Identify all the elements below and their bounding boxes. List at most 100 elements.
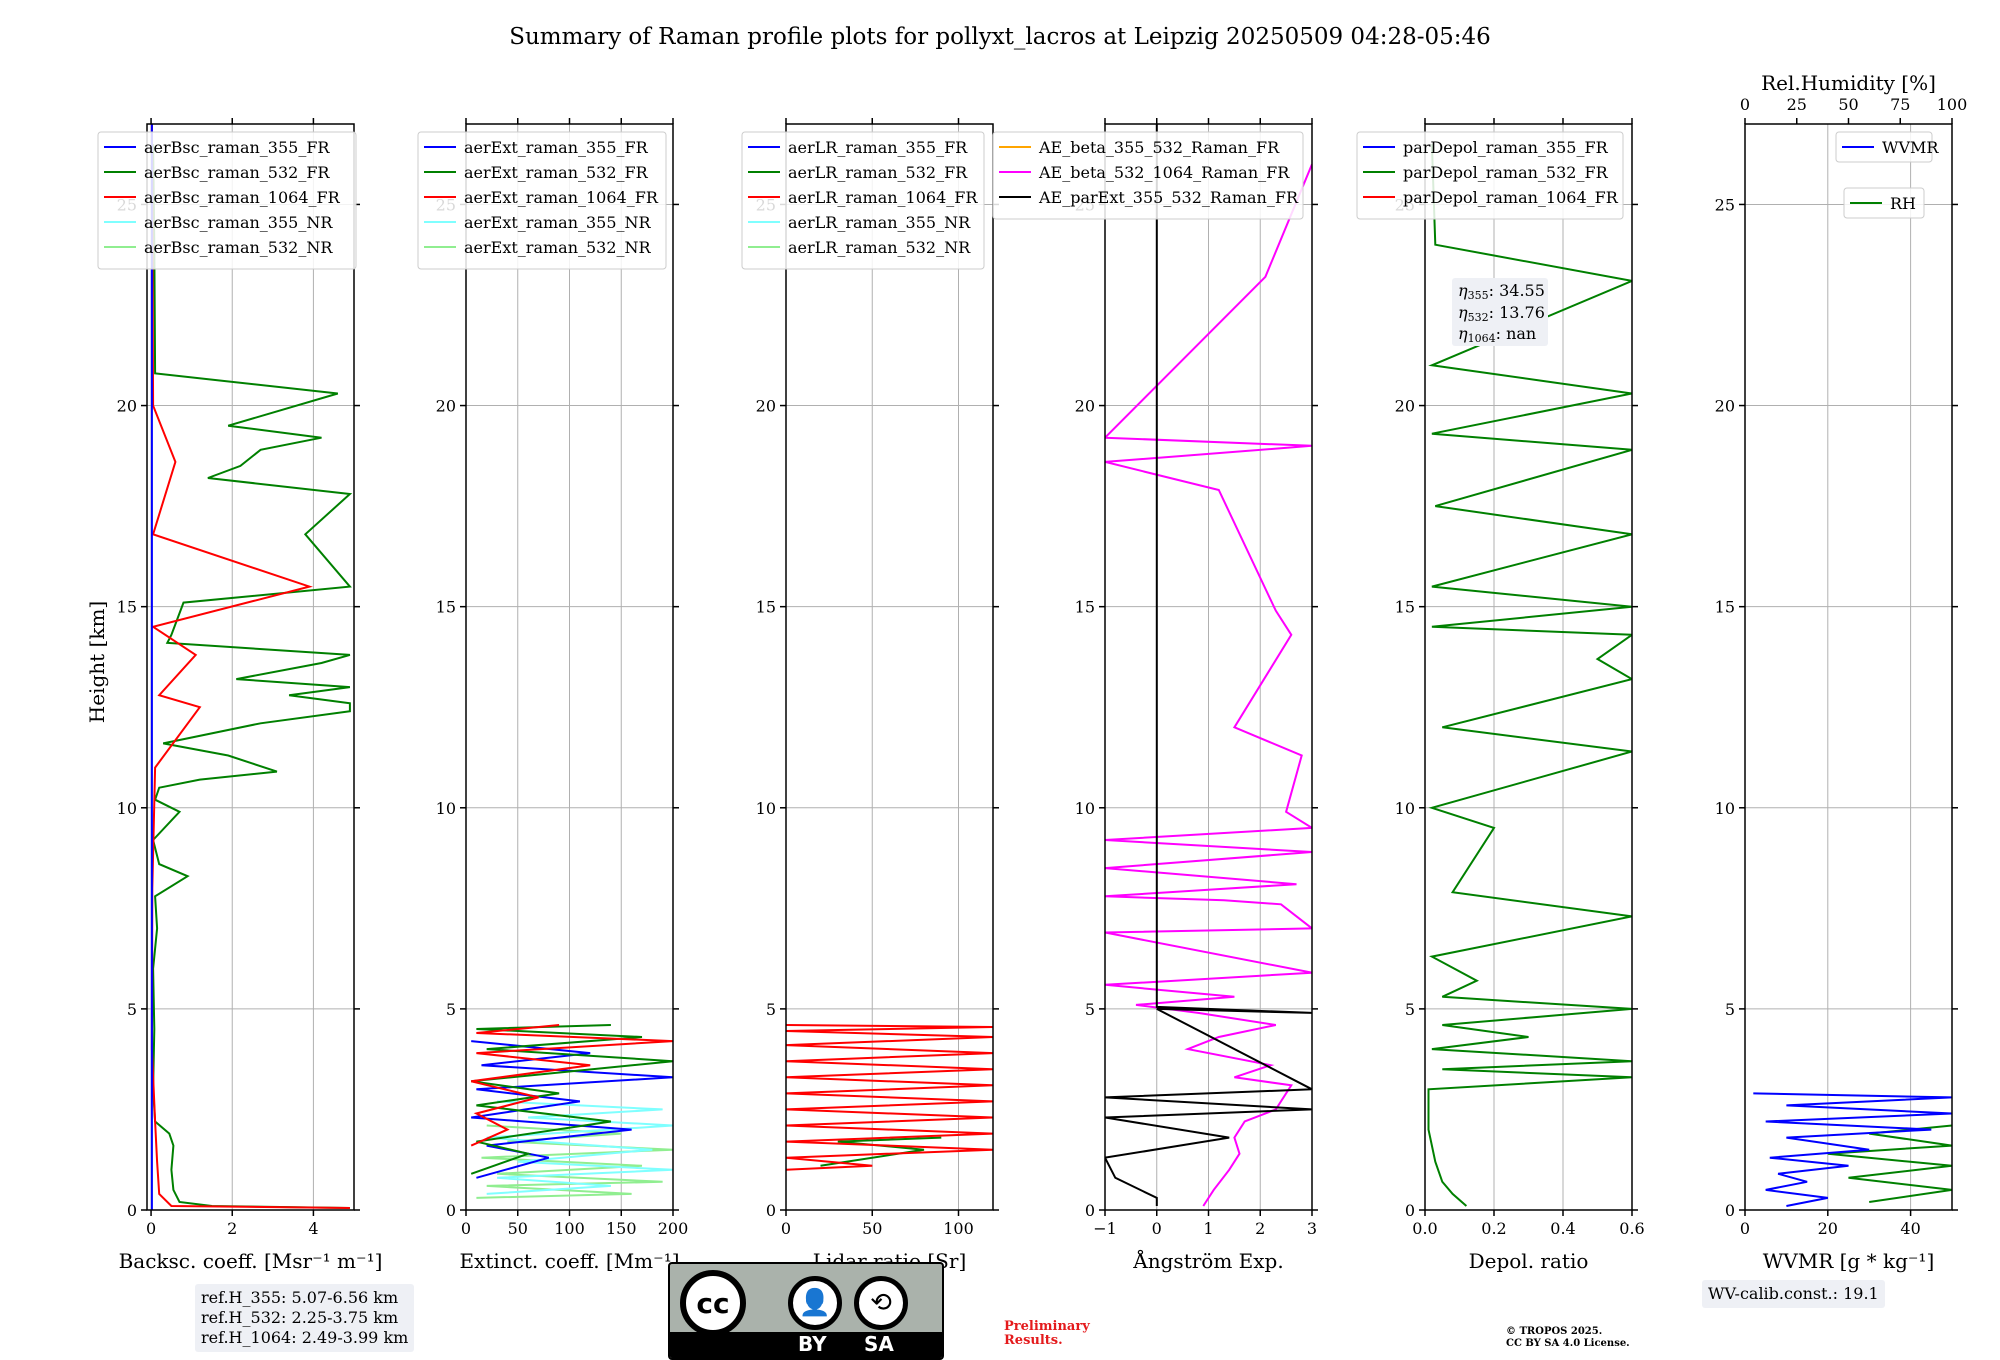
panel-ext: 0501001502000510152025Extinct. coeff. [M…	[417, 118, 689, 1273]
license-note: © TROPOS 2025. CC BY SA 4.0 License.	[1506, 1326, 1630, 1350]
y-tick-label: 0	[1405, 1201, 1415, 1220]
x-tick-label: 0.0	[1412, 1219, 1437, 1238]
panel-lr: 0501000510152025Lidar ratio [Sr]aerLR_ra…	[741, 118, 999, 1273]
panel-dep: 0.00.20.40.60510152025Depol. ratioparDep…	[1356, 118, 1645, 1273]
eta1064-text: η1064: nan	[1458, 324, 1536, 345]
axes-frame	[1424, 123, 1633, 1211]
x-axis-label: Extinct. coeff. [Mm⁻¹]	[459, 1249, 679, 1273]
preliminary-line1: Preliminary	[1004, 1319, 1090, 1334]
x-tick-label: 4	[308, 1219, 318, 1238]
legend-box	[97, 131, 357, 270]
cc-by-label: BY	[798, 1332, 827, 1356]
x-tick-label: 0.4	[1550, 1219, 1575, 1238]
x-tick-label: −1	[1093, 1219, 1117, 1238]
panel-ae: −101230510152025Ångström Exp.AE_beta_355…	[992, 118, 1318, 1273]
x-tick-label: 3	[1307, 1219, 1317, 1238]
figure-title: Summary of Raman profile plots for polly…	[509, 24, 1491, 50]
legend-label: AE_beta_355_532_Raman_FR	[1038, 138, 1280, 157]
y-tick-label: 15	[1075, 598, 1095, 617]
legend-label: aerLR_raman_532_NR	[788, 238, 971, 257]
x-tick-label: 1	[1203, 1219, 1213, 1238]
x-tick-label: 2	[227, 1219, 237, 1238]
legend-label: aerBsc_raman_1064_FR	[144, 188, 341, 207]
legend-label: aerLR_raman_355_FR	[788, 138, 968, 157]
legend-box	[1835, 131, 1933, 163]
legend-label: aerLR_raman_1064_FR	[788, 188, 978, 207]
x-axis-label: WVMR [g * kg⁻¹]	[1763, 1249, 1935, 1273]
y-tick-label: 15	[1715, 598, 1735, 617]
y-tick-label: 0	[446, 1201, 456, 1220]
legend-label: aerBsc_raman_355_FR	[144, 138, 330, 157]
legend-label: aerExt_raman_355_FR	[464, 138, 649, 157]
y-tick-label: 20	[1395, 397, 1415, 416]
y-tick-label: 5	[127, 1000, 137, 1019]
y-tick-label: 5	[1085, 1000, 1095, 1019]
cc-license-badge: cc 👤 ⟲ BY SA	[668, 1262, 944, 1360]
y-tick-label: 20	[756, 397, 776, 416]
license-line1: © TROPOS 2025.	[1506, 1326, 1603, 1337]
y-tick-label: 10	[1715, 799, 1735, 818]
cc-logo-icon: cc	[680, 1270, 746, 1336]
legend-box	[1843, 187, 1925, 219]
y-tick-label: 0	[1725, 1201, 1735, 1220]
series-group	[1753, 1092, 1952, 1207]
y-tick-label: 5	[1725, 1000, 1735, 1019]
x-axis-label: Ångström Exp.	[1132, 1248, 1283, 1273]
legend-label: parDepol_raman_1064_FR	[1403, 188, 1619, 207]
legend-label: aerLR_raman_355_NR	[788, 213, 971, 232]
series-group	[150, 124, 353, 1210]
x-tick-label: 2	[1255, 1219, 1265, 1238]
panel-bsc: 0240510152025Backsc. coeff. [Msr⁻¹ m⁻¹]a…	[97, 118, 383, 1273]
legend-label: AE_parExt_355_532_Raman_FR	[1038, 188, 1299, 207]
y-tick-label: 15	[756, 598, 776, 617]
legend-label: aerBsc_raman_532_NR	[144, 238, 333, 257]
legend-label: aerBsc_raman_355_NR	[144, 213, 333, 232]
y-tick-label: 20	[436, 397, 456, 416]
legend-box	[741, 131, 985, 270]
top-tick-label: 50	[1838, 95, 1858, 114]
top-tick-label: 75	[1890, 95, 1910, 114]
y-tick-label: 10	[1395, 799, 1415, 818]
y-tick-label: 5	[766, 1000, 776, 1019]
eta-box	[1452, 278, 1548, 346]
legend-box	[1356, 131, 1624, 220]
legend-label: aerExt_raman_532_FR	[464, 163, 649, 182]
x-tick-label: 150	[606, 1219, 637, 1238]
x-axis-label: Depol. ratio	[1469, 1249, 1589, 1273]
y-tick-label: 15	[117, 598, 137, 617]
series-group	[470, 1024, 673, 1199]
x-axis-label: Backsc. coeff. [Msr⁻¹ m⁻¹]	[119, 1249, 383, 1273]
x-tick-label: 200	[658, 1219, 689, 1238]
share-alike-icon: ⟲	[854, 1276, 908, 1330]
y-tick-label: 10	[756, 799, 776, 818]
series-line-aerExt_raman_1064_FR	[470, 1024, 673, 1147]
attribution-person-icon: 👤	[788, 1276, 842, 1330]
x-tick-label: 40	[1900, 1219, 1920, 1238]
license-line2: CC BY SA 4.0 License.	[1506, 1338, 1630, 1349]
cc-sa-label: SA	[864, 1332, 894, 1356]
y-tick-label: 5	[446, 1000, 456, 1019]
height-axis-label: Height [km]	[85, 601, 109, 723]
y-tick-label: 0	[1085, 1201, 1095, 1220]
y-tick-label: 15	[436, 598, 456, 617]
x-tick-label: 50	[508, 1219, 528, 1238]
x-tick-label: 0	[461, 1219, 471, 1238]
series-group	[786, 1024, 993, 1171]
x-tick-label: 0.6	[1619, 1219, 1644, 1238]
legend-label: WVMR	[1882, 138, 1939, 157]
series-line-aerBsc_raman_1064_FR	[150, 124, 350, 1209]
series-line-AE_parExt_355_532_Raman_FR	[1105, 124, 1312, 1206]
legend-label: parDepol_raman_532_FR	[1403, 163, 1609, 182]
legend-label: aerExt_raman_532_NR	[464, 238, 652, 257]
y-tick-label: 20	[1075, 397, 1095, 416]
legend-label: aerExt_raman_1064_FR	[464, 188, 659, 207]
y-tick-label: 10	[117, 799, 137, 818]
x-tick-label: 100	[554, 1219, 585, 1238]
series-line-aerLR_raman_1064_FR	[786, 1024, 993, 1171]
y-tick-label: 10	[1075, 799, 1095, 818]
y-tick-label: 20	[1715, 397, 1735, 416]
legend-label: aerLR_raman_532_FR	[788, 163, 968, 182]
x-tick-label: 100	[943, 1219, 974, 1238]
